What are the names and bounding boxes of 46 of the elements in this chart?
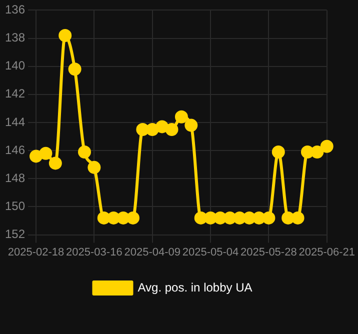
point — [68, 62, 82, 76]
point — [223, 211, 236, 224]
x-tick-label: 2025-06-21 — [298, 246, 356, 258]
point — [126, 211, 140, 224]
x-tick-label: 2025-04-09 — [124, 246, 180, 258]
point — [39, 146, 52, 160]
point — [214, 211, 227, 224]
point — [156, 120, 169, 134]
point — [204, 211, 218, 224]
x-tick-label: 2025-03-16 — [66, 246, 122, 258]
point — [107, 211, 120, 224]
point — [116, 211, 130, 224]
point — [165, 123, 178, 136]
point — [272, 145, 285, 158]
point — [194, 211, 208, 224]
y-tick-label: 136 — [4, 2, 26, 17]
y-tick-label: 146 — [4, 142, 26, 157]
point — [310, 145, 324, 158]
point — [146, 123, 159, 136]
x-tick-label: 2025-05-04 — [182, 246, 239, 258]
point — [97, 211, 110, 224]
point — [291, 211, 304, 224]
point — [58, 28, 72, 42]
point — [300, 145, 314, 158]
y-tick-label: 144 — [4, 114, 26, 129]
point — [252, 211, 266, 224]
y-tick-label: 150 — [4, 199, 26, 214]
y-tick-label: 138 — [4, 30, 26, 45]
legend-label: Avg. pos. in lobby UA — [138, 280, 252, 294]
point — [88, 160, 101, 174]
point — [282, 211, 295, 224]
y-tick-label: 140 — [4, 58, 26, 73]
point — [184, 118, 198, 132]
point — [174, 110, 188, 124]
y-tick-label: 152 — [4, 227, 26, 242]
point — [262, 211, 276, 224]
y-tick-label: 142 — [4, 86, 26, 101]
x-tick-label: 2025-02-18 — [8, 246, 64, 258]
point — [320, 140, 334, 153]
point — [48, 156, 62, 170]
point — [242, 211, 256, 224]
point — [78, 145, 91, 158]
point — [136, 123, 150, 136]
x-tick-label: 2025-05-28 — [240, 246, 297, 258]
y-tick-label: 148 — [4, 170, 26, 185]
point — [233, 211, 246, 224]
